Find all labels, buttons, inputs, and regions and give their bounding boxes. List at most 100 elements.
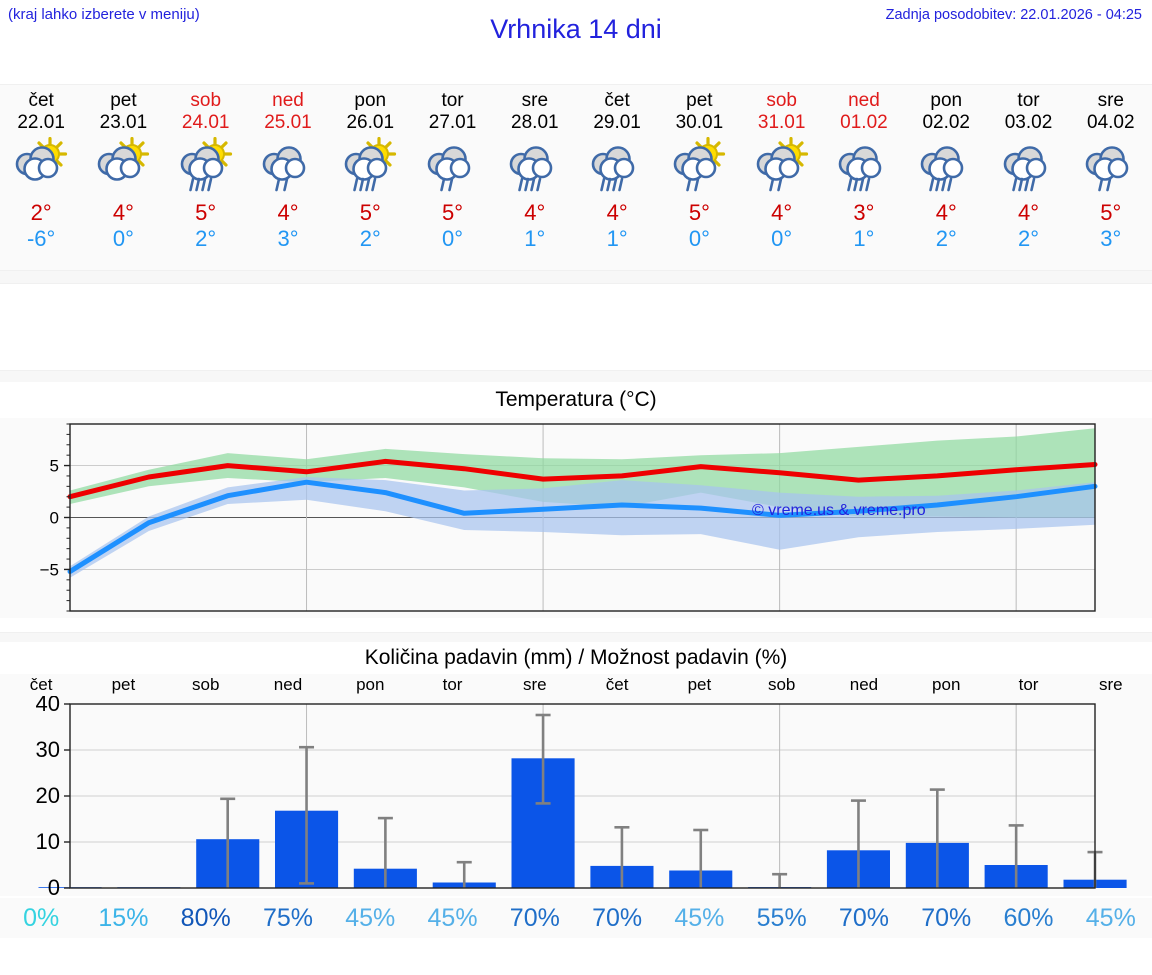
temperature-plot-area: −5 0 5 © vreme.us & vreme.pro	[0, 418, 1152, 618]
day-name: tor	[1017, 90, 1040, 111]
precipitation-probability: 70%	[592, 904, 643, 932]
svg-text:20: 20	[36, 783, 60, 808]
day-name: sre	[1097, 90, 1124, 111]
day-temp-min: 3°	[1100, 226, 1122, 251]
day-temp-max: 5°	[442, 200, 464, 225]
precipitation-probability: 60%	[1003, 904, 1054, 932]
day-date: 02.02	[922, 112, 970, 133]
day-temp-max: 4°	[277, 200, 299, 225]
precipitation-day-labels: čet pet sob ned pon tor sre čet pet sob ned pon tor s…	[0, 674, 1152, 696]
panel-separator-1	[0, 270, 1152, 284]
day-column[interactable]: čet 22.01 2° -6°	[0, 85, 82, 271]
day-column[interactable]: sre 28.01 4° 1°	[494, 85, 576, 271]
day-column[interactable]: ned 25.01 4° 3°	[247, 85, 329, 271]
svg-text:30: 30	[36, 737, 60, 762]
day-temp-min: 2°	[359, 226, 381, 251]
day-temp-max: 4°	[935, 200, 957, 225]
precipitation-day-label: ned	[273, 675, 303, 694]
day-date: 27.01	[428, 112, 477, 133]
day-column[interactable]: tor 03.02 4° 2°	[987, 85, 1069, 271]
day-date: 01.02	[840, 112, 888, 133]
svg-text:5: 5	[50, 457, 59, 476]
page-header: (kraj lahko izberete v meniju) Vrhnika 1…	[0, 0, 1152, 44]
day-column[interactable]: sob 31.01 4° 0°	[741, 85, 823, 271]
day-name: pet	[686, 90, 713, 111]
day-temp-min: 1°	[524, 226, 546, 251]
day-date: 29.01	[593, 112, 641, 133]
day-name: pon	[930, 90, 963, 111]
day-temp-min: 0°	[442, 226, 464, 251]
sun-cloud-icon	[0, 136, 82, 196]
day-column[interactable]: pon 26.01 5° 2°	[329, 85, 411, 271]
day-column[interactable]: sob 24.01 5° 2°	[165, 85, 247, 271]
precipitation-probability: 70%	[509, 904, 560, 932]
precipitation-day-label: sre	[1098, 675, 1123, 694]
svg-text:0: 0	[50, 509, 59, 528]
day-temp-max: 3°	[853, 200, 875, 225]
cloud-rain-icon	[987, 136, 1069, 196]
precipitation-day-label: pet	[687, 675, 712, 694]
cloud-rain-icon	[823, 136, 905, 196]
day-column[interactable]: pon 02.02 4° 2°	[905, 85, 987, 271]
watermark-label: © vreme.us & vreme.pro	[752, 502, 926, 519]
day-temp-max: 5°	[1100, 200, 1122, 225]
day-column[interactable]: tor 27.01 5° 0°	[411, 85, 493, 271]
day-temp-min: 0°	[688, 226, 710, 251]
day-column[interactable]: pet 23.01 4° 0°	[82, 85, 164, 271]
daily-forecast-strip: čet 22.01 2° -6° pet 23.01 4° 0° sob 24.01 5° 2° ned…	[0, 84, 1152, 272]
precipitation-probability: 15%	[98, 904, 149, 932]
precipitation-probability: 45%	[1085, 904, 1136, 932]
cloud-rain-icon	[494, 136, 576, 196]
day-date: 22.01	[17, 112, 65, 133]
temperature-chart: Temperatura (°C) −5 0 5 © vreme.us & vreme…	[0, 382, 1152, 630]
precipitation-day-label: čet	[605, 675, 629, 694]
day-date: 04.02	[1087, 112, 1135, 133]
sun-cloud-rain-light-icon	[658, 136, 740, 196]
sun-cloud-icon	[82, 136, 164, 196]
svg-text:10: 10	[36, 829, 60, 854]
day-column[interactable]: čet 29.01 4° 1°	[576, 85, 658, 271]
precipitation-probability: 45%	[674, 904, 725, 932]
day-temp-min: 2°	[935, 226, 957, 251]
day-name: sob	[190, 90, 222, 111]
day-temp-max: 2°	[30, 200, 52, 225]
temperature-chart-title: Temperatura (°C)	[495, 388, 657, 411]
day-temp-min: 2°	[195, 226, 217, 251]
day-name: sre	[521, 90, 549, 111]
day-column[interactable]: sre 04.02 5° 3°	[1070, 85, 1152, 271]
day-date: 23.01	[99, 112, 148, 133]
day-temp-max: 4°	[112, 200, 134, 225]
day-temp-max: 4°	[524, 200, 546, 225]
precipitation-day-label: pon	[932, 675, 961, 694]
precipitation-day-label: sre	[523, 675, 547, 694]
temperature-plot-svg: −5 0 5	[40, 423, 1098, 612]
svg-text:0: 0	[48, 875, 60, 896]
day-date: 03.02	[1004, 112, 1053, 133]
precipitation-plot-svg: 0 10 20 30 40	[36, 696, 1127, 896]
sun-cloud-rain-icon	[329, 136, 411, 196]
day-date: 31.01	[757, 112, 806, 133]
day-temp-min: -6°	[26, 226, 56, 251]
sun-cloud-rain-icon	[165, 136, 247, 196]
day-date: 26.01	[346, 112, 395, 133]
day-column[interactable]: pet 30.01 5° 0°	[658, 85, 740, 271]
precipitation-probability-row: 0% 15% 80% 75% 45% 45% 70% 70% 45% 55% 70% 70% 60% 45…	[0, 898, 1152, 938]
day-name: tor	[441, 90, 464, 111]
precipitation-probability: 55%	[756, 904, 807, 932]
day-temp-min: 1°	[853, 226, 875, 251]
day-temp-max: 5°	[688, 200, 710, 225]
day-date: 28.01	[511, 112, 559, 133]
last-update-label: Zadnja posodobitev: 22.01.2026 - 04:25	[885, 7, 1142, 23]
day-temp-min: 2°	[1017, 226, 1040, 251]
cloud-rain-light-icon	[247, 136, 329, 196]
day-name: ned	[272, 90, 304, 111]
day-temp-max: 5°	[359, 200, 381, 225]
precipitation-day-label: pet	[111, 675, 136, 694]
day-column[interactable]: ned 01.02 3° 1°	[823, 85, 905, 271]
precipitation-probability: 0%	[23, 904, 60, 932]
day-date: 24.01	[181, 112, 230, 133]
cloud-rain-light-icon	[411, 136, 493, 196]
precipitation-probability: 45%	[345, 904, 396, 932]
precipitation-day-label: ned	[849, 675, 879, 694]
precipitation-probability: 80%	[180, 904, 231, 932]
